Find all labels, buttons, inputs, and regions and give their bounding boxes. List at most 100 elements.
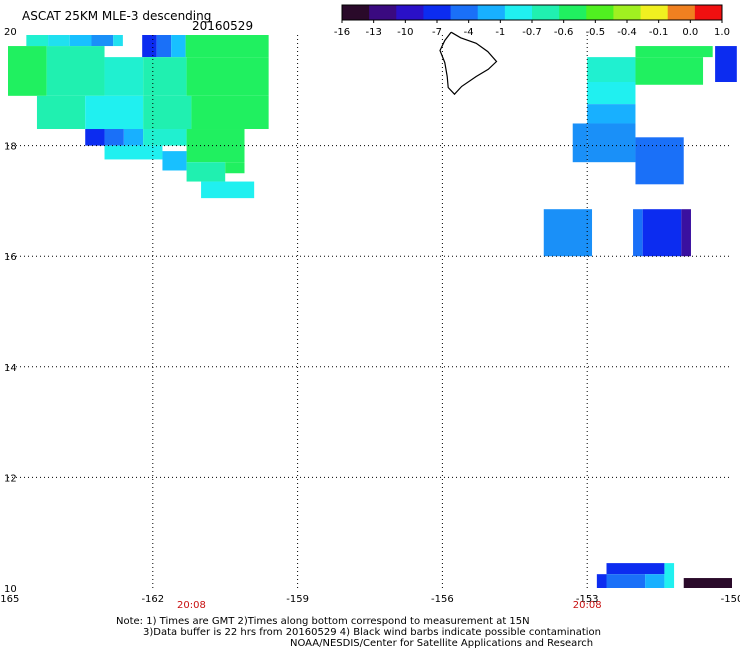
colorbar-label: -16 xyxy=(334,27,350,38)
data-cell xyxy=(715,46,737,83)
time-label: 20:08 xyxy=(177,600,206,611)
colorbar-swatch xyxy=(396,5,424,20)
data-cell xyxy=(104,57,144,96)
data-cell xyxy=(587,123,636,163)
colorbar-label: -0.5 xyxy=(586,27,606,38)
colorbar-swatch xyxy=(559,5,587,20)
chart-title: ASCAT 25KM MLE-3 descending xyxy=(22,9,211,23)
y-tick-label: 10 xyxy=(4,584,17,595)
colorbar-label: -1 xyxy=(495,27,505,38)
colorbar: -16 -13 -10 -7 -4 -1 -0.7 -0.6 -0.5 -0.4 -0.1 0.0 1.… xyxy=(334,4,730,38)
colorbar-label: -13 xyxy=(365,27,381,38)
data-cell xyxy=(123,129,144,146)
data-cell xyxy=(587,104,636,124)
x-tick-label: -165 xyxy=(0,594,19,605)
data-cell xyxy=(186,162,226,182)
colorbar-swatch xyxy=(613,5,642,20)
data-cell xyxy=(633,209,643,257)
data-cell xyxy=(186,129,245,163)
data-cell xyxy=(185,35,269,58)
data-cell xyxy=(587,82,636,105)
data-cell xyxy=(186,57,269,96)
colorbar-swatch xyxy=(504,5,533,20)
colorbar-swatch xyxy=(450,5,479,20)
data-cells xyxy=(8,35,737,588)
coastline xyxy=(439,31,498,96)
data-cell xyxy=(46,46,105,96)
colorbar-label: 1.0 xyxy=(714,27,730,38)
colorbar-swatch xyxy=(423,5,452,20)
data-cell xyxy=(587,57,636,83)
data-cell xyxy=(104,145,163,160)
colorbar-swatch xyxy=(369,5,397,20)
note-line-3: NOAA/NESDIS/Center for Satellite Applica… xyxy=(290,638,594,649)
colorbar-label: 0.0 xyxy=(682,27,698,38)
colorbar-label: -0.4 xyxy=(617,27,637,38)
data-cell xyxy=(681,209,691,257)
data-cell xyxy=(143,129,187,146)
data-cell xyxy=(635,57,704,85)
data-cell xyxy=(36,95,86,130)
data-cell xyxy=(8,46,47,96)
data-cell xyxy=(606,563,665,575)
note-line-2: 3)Data buffer is 22 hrs from 20160529 4)… xyxy=(143,627,601,638)
data-cell xyxy=(635,137,684,185)
data-cell xyxy=(191,95,269,130)
tick-labels: -165 -162 -159 -156 -153 -150 20 18 16 14 12 10 20:0… xyxy=(0,27,740,611)
x-tick-label: -156 xyxy=(431,594,454,605)
data-cell xyxy=(143,57,187,96)
colorbar-label: -0.1 xyxy=(649,27,669,38)
data-cell xyxy=(91,35,114,47)
y-tick-label: 12 xyxy=(4,473,17,484)
colorbar-swatch xyxy=(342,5,370,20)
colorbar-label: -0.6 xyxy=(554,27,574,38)
data-cell xyxy=(104,129,124,146)
colorbar-swatch xyxy=(586,5,614,20)
data-cell xyxy=(142,35,157,58)
colorbar-swatch xyxy=(532,5,560,20)
data-cell xyxy=(69,35,92,47)
x-tick-label: -153 xyxy=(576,594,599,605)
colorbar-swatch xyxy=(477,5,506,20)
data-cell xyxy=(143,95,192,130)
data-cell xyxy=(572,123,588,163)
chart-subtitle: 20160529 xyxy=(192,19,253,33)
colorbar-swatch xyxy=(694,5,723,20)
data-cell xyxy=(664,563,675,588)
island-outline xyxy=(439,31,498,96)
data-cell xyxy=(606,574,646,588)
data-cell xyxy=(156,35,172,58)
y-tick-label: 14 xyxy=(4,363,17,374)
colorbar-label: -7 xyxy=(432,27,442,38)
note-line-1: Note: 1) Times are GMT 2)Times along bot… xyxy=(116,616,530,627)
data-cell xyxy=(171,35,186,58)
data-cell xyxy=(635,46,713,58)
data-cell xyxy=(26,35,49,47)
time-label: 20:08 xyxy=(573,600,602,611)
colorbar-swatch xyxy=(640,5,669,20)
data-cell xyxy=(642,209,682,257)
data-cell xyxy=(596,574,607,588)
y-tick-label: 18 xyxy=(4,142,17,153)
x-tick-label: -150 xyxy=(721,594,740,605)
grid-lines xyxy=(8,35,732,588)
x-tick-label: -159 xyxy=(286,594,309,605)
colorbar-swatch xyxy=(667,5,696,20)
colorbar-label: -10 xyxy=(397,27,413,38)
data-cell xyxy=(113,35,123,47)
data-cell xyxy=(683,578,732,588)
data-cell xyxy=(201,181,255,199)
data-cell xyxy=(225,162,245,174)
data-cell xyxy=(48,35,70,47)
data-cell xyxy=(85,129,105,146)
data-cell xyxy=(162,151,187,171)
y-tick-label: 16 xyxy=(4,252,17,263)
colorbar-label: -0.7 xyxy=(522,27,542,38)
data-cell xyxy=(543,209,593,257)
data-cell xyxy=(645,574,665,588)
colorbar-label: -4 xyxy=(464,27,474,38)
y-tick-label: 20 xyxy=(4,27,17,38)
x-tick-label: -162 xyxy=(141,594,164,605)
data-cell xyxy=(85,95,144,130)
